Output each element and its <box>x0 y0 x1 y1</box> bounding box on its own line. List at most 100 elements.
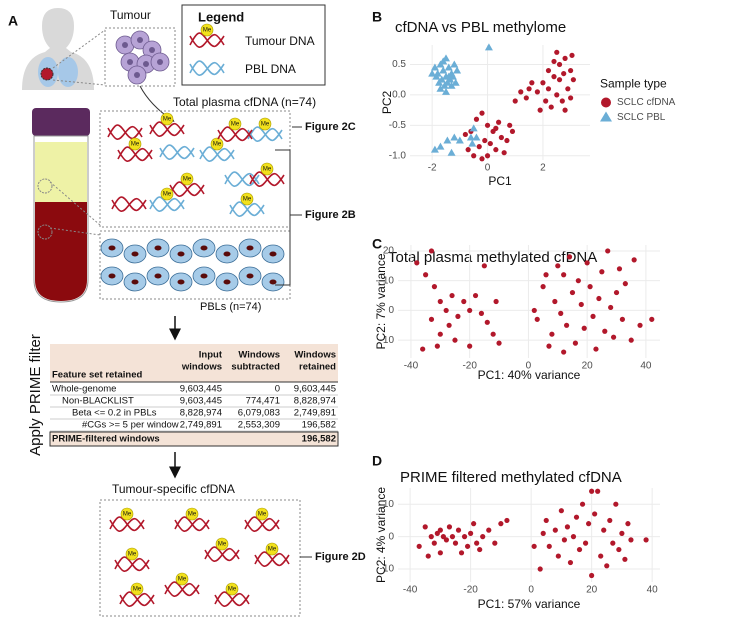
point <box>540 530 546 536</box>
point <box>481 263 487 269</box>
methyl-label: Me <box>128 552 137 558</box>
dna-strand <box>119 592 155 607</box>
pbl-cells <box>100 238 285 292</box>
point <box>561 537 567 543</box>
methyl-label: Me <box>183 177 192 183</box>
point <box>649 316 655 322</box>
point <box>545 86 552 92</box>
methyl-mark <box>160 187 174 201</box>
point <box>416 543 422 549</box>
point <box>581 325 587 331</box>
point <box>430 63 439 71</box>
point <box>567 559 574 566</box>
legend-label: Tumour DNA <box>245 34 315 48</box>
point <box>596 295 602 302</box>
methyl-mark <box>125 547 139 561</box>
point <box>452 540 459 546</box>
point <box>587 284 593 290</box>
point <box>549 331 555 337</box>
nucleus <box>108 245 116 251</box>
point <box>476 144 482 150</box>
methyl-mark <box>225 582 239 596</box>
point <box>556 61 563 68</box>
point <box>490 128 496 135</box>
point <box>484 319 490 325</box>
point <box>492 540 498 546</box>
point <box>496 340 502 346</box>
point <box>431 284 438 290</box>
point <box>442 54 450 62</box>
point <box>552 298 558 305</box>
point <box>436 84 445 92</box>
y-tick-label: -10 <box>380 335 395 346</box>
dna-strand <box>244 517 280 532</box>
point <box>437 331 443 337</box>
table-cell: 0 <box>275 384 280 395</box>
table-cell: Whole-genome <box>52 384 116 395</box>
y-tick-label: 0.0 <box>392 90 406 101</box>
table-cell: 196,582 <box>302 420 336 431</box>
point <box>554 92 560 98</box>
point <box>477 546 483 553</box>
methyl-mark <box>240 192 254 206</box>
point <box>523 95 529 101</box>
point <box>486 527 492 533</box>
x-tick-label: -20 <box>462 361 477 372</box>
point <box>484 122 491 128</box>
figure-ref: Figure 2D <box>315 551 366 563</box>
table-header: retained <box>299 362 336 373</box>
point <box>444 63 453 71</box>
point <box>455 313 461 319</box>
nucleus <box>149 47 155 53</box>
dna-strand <box>247 127 283 142</box>
dna-strand <box>109 517 145 532</box>
point <box>551 58 557 65</box>
point <box>471 521 477 527</box>
chart-title: cfDNA vs PBL methylome <box>395 19 566 36</box>
point <box>570 77 576 83</box>
point <box>643 537 649 543</box>
y-tick-label: -10 <box>380 564 395 575</box>
point <box>586 521 592 527</box>
point <box>531 307 537 314</box>
figure-ref: Figure 2C <box>305 121 356 133</box>
point <box>579 501 586 507</box>
legend-label: SCLC cfDNA <box>617 97 676 108</box>
methyl-mark <box>210 137 224 151</box>
point <box>437 298 443 305</box>
point <box>628 337 634 343</box>
methyl-mark <box>128 137 142 151</box>
point <box>447 81 456 89</box>
dna-strand <box>229 202 265 217</box>
point <box>428 69 437 77</box>
point <box>464 543 471 549</box>
dna-strand <box>174 517 210 532</box>
point <box>604 563 610 569</box>
table-header: subtracted <box>231 362 280 373</box>
methyl-label: Me <box>123 512 132 518</box>
chart-title: Total plasma methylated cfDNA <box>388 249 597 266</box>
point <box>437 75 446 83</box>
table-cell: 2,749,891 <box>180 420 222 431</box>
point <box>447 148 456 156</box>
dna-strand <box>107 125 143 140</box>
body-icon <box>22 8 94 90</box>
point <box>444 72 453 80</box>
x-tick-label: -20 <box>463 585 478 596</box>
point <box>471 153 477 159</box>
point <box>496 119 502 125</box>
point <box>576 546 583 553</box>
point <box>487 140 493 147</box>
point <box>480 534 486 540</box>
point <box>568 95 574 101</box>
point <box>625 521 631 527</box>
point <box>526 86 532 92</box>
point <box>531 543 537 549</box>
point <box>468 139 477 147</box>
methyl-mark <box>255 507 269 521</box>
point <box>602 328 608 334</box>
point <box>546 543 552 549</box>
y-tick-label: -1.0 <box>389 150 407 161</box>
nucleus <box>108 273 116 279</box>
dna-strand <box>217 127 253 142</box>
